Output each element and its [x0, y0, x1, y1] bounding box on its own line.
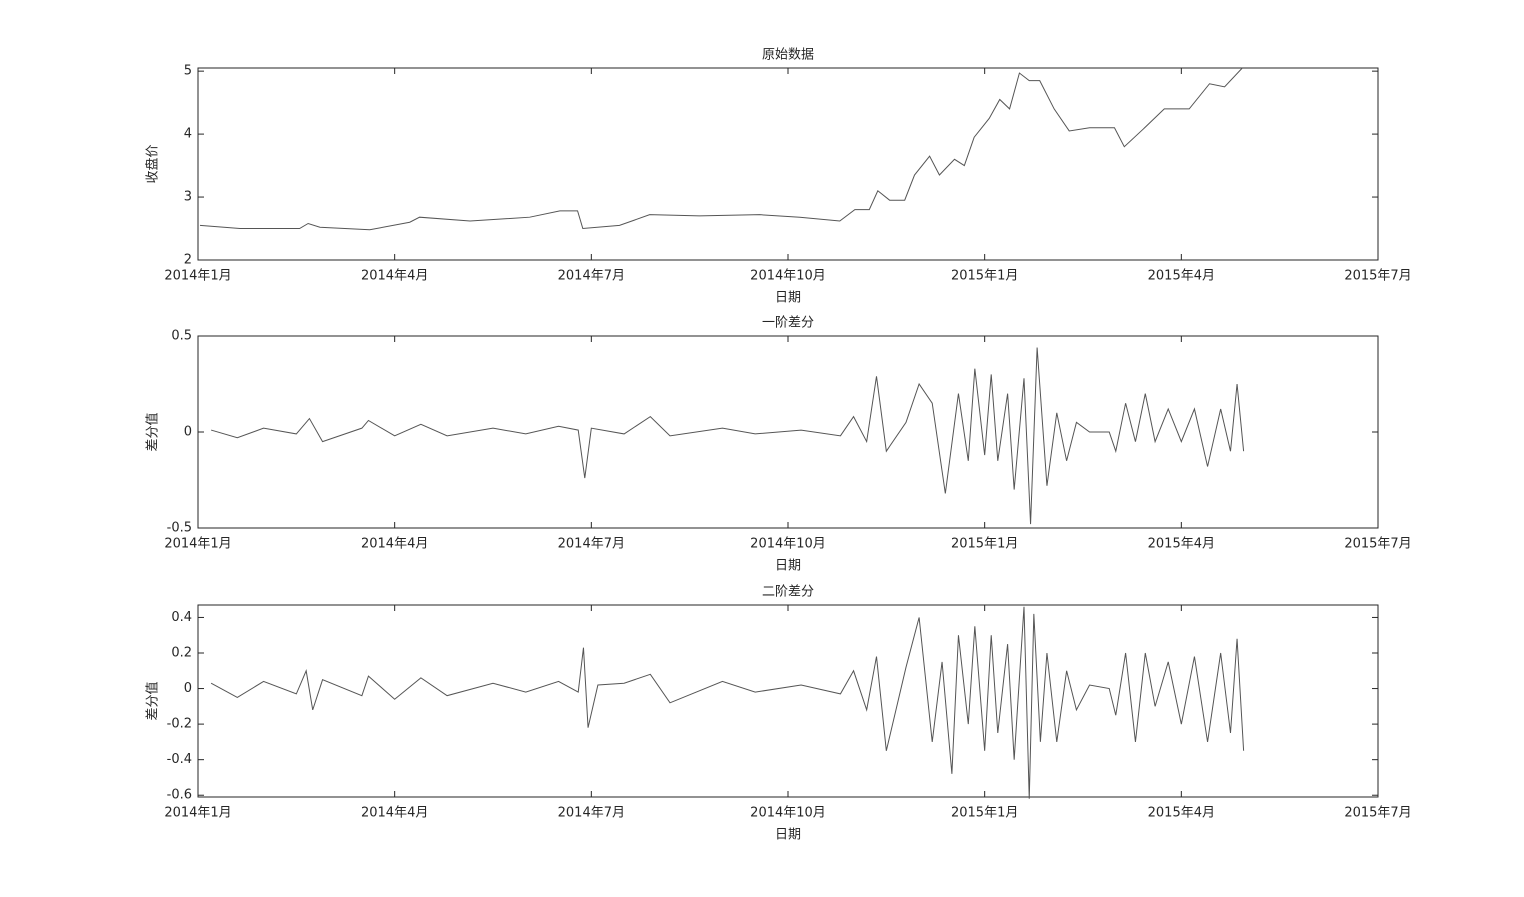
y-tick-label: -0.2 [167, 717, 192, 732]
x-tick-label: 2015年1月 [951, 537, 1018, 552]
x-tick-label: 2015年7月 [1344, 537, 1411, 552]
x-tick-label: 2014年1月 [164, 806, 231, 821]
x-tick-label: 2015年4月 [1148, 806, 1215, 821]
y-axis-label: 差分值 [145, 681, 161, 720]
x-axis-label: 日期 [775, 559, 801, 574]
x-tick-label: 2014年10月 [750, 806, 826, 821]
data-line [199, 67, 1243, 231]
x-tick-label: 2014年4月 [361, 537, 428, 552]
chart-title: 二阶差分 [762, 585, 814, 600]
y-tick-label: -0.6 [167, 788, 192, 803]
y-tick-label: 4 [184, 127, 192, 142]
x-tick-label: 2014年7月 [558, 537, 625, 552]
x-tick-label: 2014年4月 [361, 806, 428, 821]
data-line [210, 606, 1245, 799]
y-tick-label: -0.5 [167, 521, 192, 536]
y-tick-label: 0.4 [171, 610, 192, 625]
x-tick-label: 2014年7月 [558, 269, 625, 284]
y-tick-label: 0.2 [171, 646, 192, 661]
x-tick-label: 2015年4月 [1148, 269, 1215, 284]
x-tick-label: 2015年1月 [951, 806, 1018, 821]
x-tick-label: 2014年10月 [750, 537, 826, 552]
x-tick-label: 2014年10月 [750, 269, 826, 284]
x-tick-label: 2014年4月 [361, 269, 428, 284]
chart-title: 原始数据 [762, 48, 814, 63]
y-tick-label: -0.4 [167, 752, 192, 767]
x-tick-label: 2014年7月 [558, 806, 625, 821]
y-tick-label: 0 [184, 425, 192, 440]
x-tick-label: 2015年7月 [1344, 806, 1411, 821]
axes-frame [197, 67, 1379, 261]
y-tick-label: 0 [184, 681, 192, 696]
x-axis-label: 日期 [775, 828, 801, 843]
x-tick-label: 2014年1月 [164, 269, 231, 284]
data-line [210, 347, 1245, 525]
y-axis-label: 差分值 [145, 412, 161, 451]
y-tick-label: 2 [184, 253, 192, 268]
x-axis-label: 日期 [775, 291, 801, 306]
x-tick-label: 2015年1月 [951, 269, 1018, 284]
chart-title: 一阶差分 [762, 316, 814, 331]
y-axis-label: 收盘价 [145, 144, 161, 183]
x-tick-label: 2015年7月 [1344, 269, 1411, 284]
x-tick-label: 2015年4月 [1148, 537, 1215, 552]
y-tick-label: 3 [184, 190, 192, 205]
x-tick-label: 2014年1月 [164, 537, 231, 552]
y-tick-label: 0.5 [171, 329, 192, 344]
y-tick-label: 5 [184, 64, 192, 79]
axes-frame [197, 335, 1379, 529]
